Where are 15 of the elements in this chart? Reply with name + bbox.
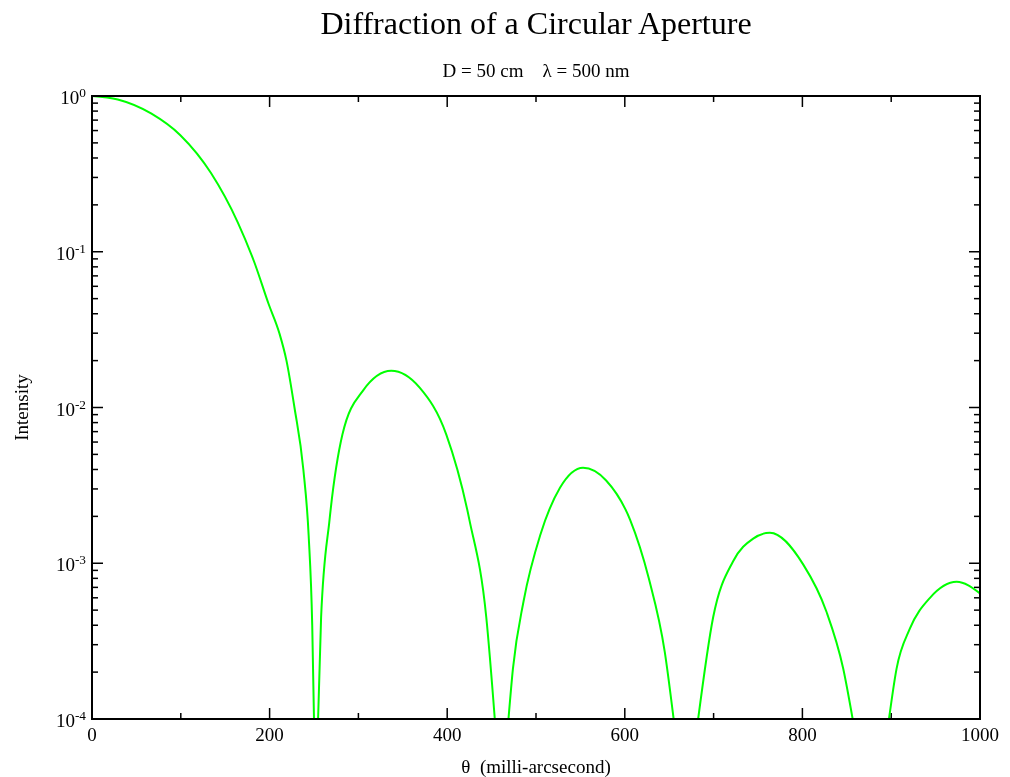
y-tick-label: 10$^{-4}$ [55,707,87,731]
chart-title: Diffraction of a Circular Aperture [320,5,752,41]
x-tick-label: 0 [87,724,97,745]
y-tick-label: 10$^{-1}$ [55,240,86,264]
y-axis-title: Intensity [11,373,32,441]
chart-subtitle: D = 50 cm λ = 500 nm [442,60,630,81]
x-tick-label: 800 [788,724,817,745]
x-tick-label: 400 [432,724,462,745]
y-tick-label: 10$^{-3}$ [55,551,87,576]
x-tick-label: 1000 [961,724,999,745]
x-tick-label: 600 [610,724,640,745]
y-tick-label: 10$^{-2}$ [55,396,86,420]
x-axis-title: θ (milli-arcsecond) [461,756,611,777]
y-tick-label: 10$^{0}$ [60,84,87,108]
x-tick-label: 200 [255,724,284,745]
